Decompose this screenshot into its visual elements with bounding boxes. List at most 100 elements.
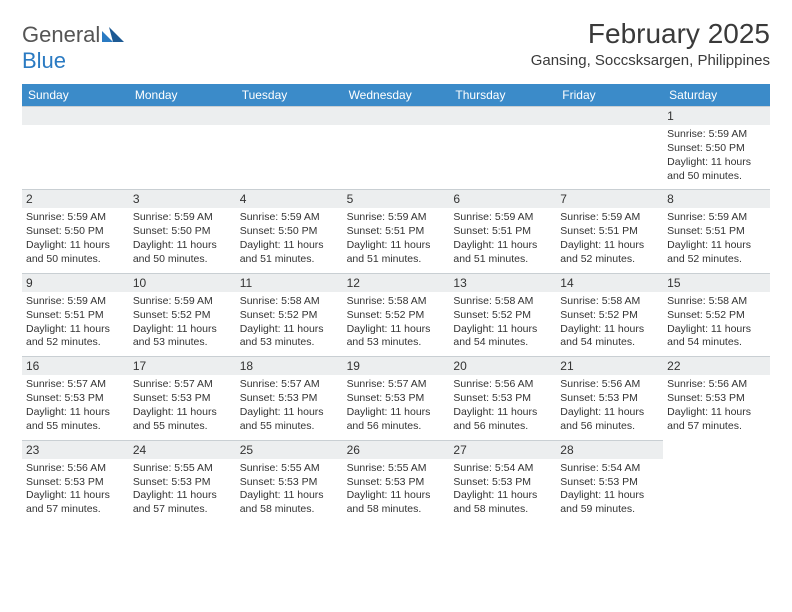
day-number: 26	[343, 441, 450, 459]
day-detail-line: Sunset: 5:50 PM	[667, 142, 768, 156]
logo-word-blue: Blue	[22, 48, 66, 73]
week-row: 9Sunrise: 5:59 AMSunset: 5:51 PMDaylight…	[22, 273, 770, 356]
day-number: 12	[343, 274, 450, 292]
day-cell: 27Sunrise: 5:54 AMSunset: 5:53 PMDayligh…	[449, 440, 556, 523]
weekday-cell: Monday	[129, 84, 236, 106]
day-number: 8	[663, 190, 770, 208]
day-detail-line: Daylight: 11 hours	[347, 406, 448, 420]
day-cell	[449, 106, 556, 189]
day-cell: 1Sunrise: 5:59 AMSunset: 5:50 PMDaylight…	[663, 106, 770, 189]
title-block: February 2025 Gansing, Soccsksargen, Phi…	[531, 18, 770, 69]
day-cell: 8 Sunrise: 5:59 AMSunset: 5:51 PMDaylight…	[663, 189, 770, 272]
day-detail-line: and 57 minutes.	[133, 503, 234, 517]
day-detail-line: Daylight: 11 hours	[26, 239, 127, 253]
day-details: Sunrise: 5:59 AMSunset: 5:51 PMDaylight:…	[24, 295, 127, 350]
day-number: 24	[129, 441, 236, 459]
day-detail-line: Daylight: 11 hours	[667, 239, 768, 253]
header: General Blue February 2025 Gansing, Socc…	[22, 18, 770, 74]
weekday-cell: Sunday	[22, 84, 129, 106]
day-detail-line: and 52 minutes.	[667, 253, 768, 267]
day-detail-line: and 50 minutes.	[133, 253, 234, 267]
day-detail-line: Sunrise: 5:56 AM	[26, 462, 127, 476]
day-detail-line: and 54 minutes.	[560, 336, 661, 350]
weekday-cell: Wednesday	[343, 84, 450, 106]
day-details: Sunrise: 5:59 AMSunset: 5:51 PMDaylight:…	[665, 211, 768, 266]
day-detail-line: Sunset: 5:53 PM	[453, 476, 554, 490]
day-detail-line: and 58 minutes.	[347, 503, 448, 517]
week-row: 2Sunrise: 5:59 AMSunset: 5:50 PMDaylight…	[22, 189, 770, 272]
day-number: 28	[556, 441, 663, 459]
day-detail-line: and 59 minutes.	[560, 503, 661, 517]
day-detail-line: Sunrise: 5:59 AM	[240, 211, 341, 225]
day-details: Sunrise: 5:58 AMSunset: 5:52 PMDaylight:…	[451, 295, 554, 350]
day-detail-line: Daylight: 11 hours	[240, 406, 341, 420]
day-cell: 24Sunrise: 5:55 AMSunset: 5:53 PMDayligh…	[129, 440, 236, 523]
day-detail-line: and 50 minutes.	[26, 253, 127, 267]
day-detail-line: Sunset: 5:53 PM	[347, 392, 448, 406]
day-cell: 20Sunrise: 5:56 AMSunset: 5:53 PMDayligh…	[449, 356, 556, 439]
day-detail-line: Sunrise: 5:58 AM	[560, 295, 661, 309]
day-number: 6	[449, 190, 556, 208]
day-cell	[129, 106, 236, 189]
day-detail-line: Sunset: 5:53 PM	[560, 476, 661, 490]
day-detail-line: Daylight: 11 hours	[133, 489, 234, 503]
day-number: 1	[663, 107, 770, 125]
day-cell: 15Sunrise: 5:58 AMSunset: 5:52 PMDayligh…	[663, 273, 770, 356]
day-cell	[663, 440, 770, 523]
day-detail-line: Sunset: 5:53 PM	[667, 392, 768, 406]
day-number: 11	[236, 274, 343, 292]
day-number: 3	[129, 190, 236, 208]
day-details: Sunrise: 5:57 AMSunset: 5:53 PMDaylight:…	[131, 378, 234, 433]
day-detail-line: Sunset: 5:53 PM	[26, 476, 127, 490]
day-detail-line: Sunset: 5:53 PM	[240, 392, 341, 406]
day-detail-line: Sunrise: 5:58 AM	[667, 295, 768, 309]
day-detail-line: Sunrise: 5:54 AM	[453, 462, 554, 476]
day-details: Sunrise: 5:54 AMSunset: 5:53 PMDaylight:…	[558, 462, 661, 517]
day-detail-line: Sunset: 5:53 PM	[240, 476, 341, 490]
day-detail-line: Sunrise: 5:57 AM	[347, 378, 448, 392]
day-cell: 18Sunrise: 5:57 AMSunset: 5:53 PMDayligh…	[236, 356, 343, 439]
daynum-bar-empty	[556, 107, 663, 125]
day-detail-line: Daylight: 11 hours	[240, 323, 341, 337]
day-details: Sunrise: 5:59 AMSunset: 5:50 PMDaylight:…	[131, 211, 234, 266]
day-cell: 11Sunrise: 5:58 AMSunset: 5:52 PMDayligh…	[236, 273, 343, 356]
day-detail-line: and 51 minutes.	[240, 253, 341, 267]
day-cell: 16Sunrise: 5:57 AMSunset: 5:53 PMDayligh…	[22, 356, 129, 439]
day-detail-line: and 58 minutes.	[240, 503, 341, 517]
daynum-bar-empty	[343, 107, 450, 125]
day-detail-line: Sunrise: 5:56 AM	[453, 378, 554, 392]
day-detail-line: Sunset: 5:53 PM	[347, 476, 448, 490]
day-number: 10	[129, 274, 236, 292]
day-detail-line: Sunset: 5:53 PM	[560, 392, 661, 406]
day-detail-line: Sunrise: 5:57 AM	[240, 378, 341, 392]
day-cell: 23Sunrise: 5:56 AMSunset: 5:53 PMDayligh…	[22, 440, 129, 523]
day-cell: 28 Sunrise: 5:54 AMSunset: 5:53 PMDayligh…	[556, 440, 663, 523]
day-detail-line: Sunrise: 5:59 AM	[347, 211, 448, 225]
day-number: 23	[22, 441, 129, 459]
day-detail-line: Sunset: 5:50 PM	[240, 225, 341, 239]
day-detail-line: Sunrise: 5:59 AM	[667, 211, 768, 225]
day-cell: 9Sunrise: 5:59 AMSunset: 5:51 PMDaylight…	[22, 273, 129, 356]
day-details: Sunrise: 5:58 AMSunset: 5:52 PMDaylight:…	[558, 295, 661, 350]
day-detail-line: Sunrise: 5:55 AM	[347, 462, 448, 476]
day-detail-line: and 51 minutes.	[453, 253, 554, 267]
day-detail-line: Daylight: 11 hours	[560, 323, 661, 337]
day-detail-line: Daylight: 11 hours	[347, 489, 448, 503]
daynum-bar-empty	[22, 107, 129, 125]
day-detail-line: and 56 minutes.	[560, 420, 661, 434]
day-detail-line: Sunset: 5:53 PM	[26, 392, 127, 406]
day-detail-line: Sunrise: 5:58 AM	[347, 295, 448, 309]
weekday-cell: Saturday	[663, 84, 770, 106]
day-detail-line: Sunset: 5:53 PM	[453, 392, 554, 406]
day-detail-line: Sunset: 5:50 PM	[133, 225, 234, 239]
day-detail-line: and 58 minutes.	[453, 503, 554, 517]
day-details: Sunrise: 5:57 AMSunset: 5:53 PMDaylight:…	[24, 378, 127, 433]
day-cell: 6Sunrise: 5:59 AMSunset: 5:51 PMDaylight…	[449, 189, 556, 272]
daynum-bar-empty	[236, 107, 343, 125]
day-detail-line: Sunrise: 5:55 AM	[240, 462, 341, 476]
day-detail-line: Daylight: 11 hours	[133, 239, 234, 253]
day-details: Sunrise: 5:58 AMSunset: 5:52 PMDaylight:…	[345, 295, 448, 350]
day-details: Sunrise: 5:59 AMSunset: 5:51 PMDaylight:…	[558, 211, 661, 266]
day-number: 22	[663, 357, 770, 375]
day-detail-line: Sunset: 5:51 PM	[667, 225, 768, 239]
